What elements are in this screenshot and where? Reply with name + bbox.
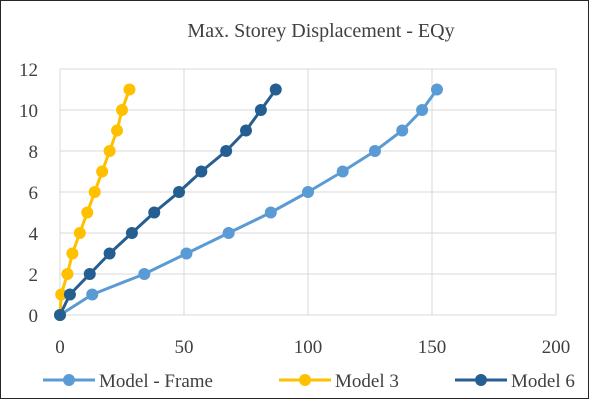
data-point [81,206,94,219]
data-point [86,288,99,301]
series-line [59,88,439,317]
legend-point-marker [63,374,75,386]
data-point [222,227,235,239]
data-point [73,227,86,239]
legend: Model - Frame Model 3 Model 6 [43,371,575,392]
data-point [254,104,267,116]
legend-item: Model - Frame [43,371,213,392]
legend-item: Model 6 [455,371,575,392]
x-tick-label: 0 [55,337,65,358]
series-line [58,88,131,316]
legend-label: Model - Frame [99,371,213,392]
data-point [195,165,208,178]
series [54,83,443,321]
y-tick-label: 2 [29,265,39,286]
data-point [336,165,349,178]
legend-label: Model 6 [511,371,575,392]
data-point [173,186,186,198]
chart-title: Max. Storey Displacement - EQy [187,20,454,42]
data-point [264,206,277,219]
legend-item: Model 3 [279,371,399,392]
series [54,83,282,321]
data-point [430,83,443,96]
data-point [125,227,138,239]
x-tick-label: 100 [294,337,323,358]
data-point [123,83,136,96]
data-point [63,288,76,301]
series-group [54,83,443,321]
data-point [66,247,79,260]
y-tick-label: 0 [29,306,39,327]
data-point [103,145,116,157]
data-point [54,309,66,321]
legend-label: Model 3 [335,371,399,392]
data-point [302,186,314,198]
data-point [103,247,116,260]
data-point [61,268,74,280]
data-point [88,186,101,198]
data-point [269,83,282,96]
series [54,83,136,321]
data-point [111,124,124,137]
data-point [396,124,409,137]
legend-point-marker [475,374,487,386]
y-tick-label: 12 [19,60,38,81]
y-tick-label: 8 [29,142,39,163]
data-point [368,145,381,157]
data-point [138,268,151,280]
data-point [83,268,96,280]
data-point [240,124,252,137]
data-point [416,104,429,116]
data-point [116,104,128,116]
y-tick-label: 4 [29,224,39,245]
data-point [180,247,193,260]
y-tick-label: 6 [29,183,39,204]
data-point [55,288,68,301]
data-point [96,165,109,178]
data-point [220,145,233,157]
data-point [148,206,161,219]
x-tick-label: 200 [542,337,571,358]
legend-point-marker [299,374,311,386]
y-tick-label: 10 [19,101,38,122]
axes: 0 50 100 150 200 0 2 4 6 8 10 12 [19,60,570,358]
x-tick-label: 150 [418,337,447,358]
x-tick-label: 50 [175,337,194,358]
